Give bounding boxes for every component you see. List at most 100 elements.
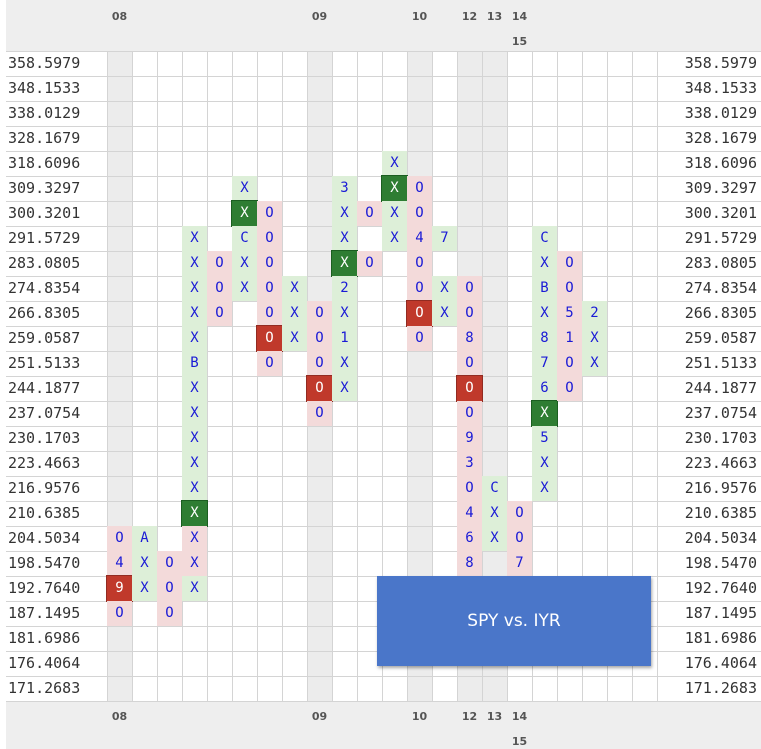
- o-box: O: [457, 301, 482, 326]
- date-label: 12: [461, 710, 478, 723]
- x-box: C: [532, 226, 557, 251]
- x-box: X: [182, 401, 207, 426]
- x-box: X: [182, 301, 207, 326]
- price-label-left: 244.1877: [8, 379, 81, 397]
- x-box: X: [132, 551, 157, 576]
- price-label-left: 358.5979: [8, 54, 81, 72]
- price-label-right: 216.9576: [684, 479, 757, 497]
- grid-line-horizontal: [6, 51, 761, 52]
- price-label-left: 251.5133: [8, 354, 81, 372]
- date-label: 15: [511, 735, 528, 748]
- x-box: X: [282, 301, 307, 326]
- o-box: O: [307, 326, 332, 351]
- price-label-left: 283.0805: [8, 254, 81, 272]
- price-label-left: 237.0754: [8, 404, 81, 422]
- date-label: 14: [511, 710, 528, 723]
- o-box: O: [457, 476, 482, 501]
- o-box: O: [407, 251, 432, 276]
- price-label-left: 216.9576: [8, 479, 81, 497]
- o-box: O: [157, 576, 182, 601]
- o-box: 4: [407, 226, 432, 251]
- x-box: X: [181, 500, 208, 527]
- date-label: 08: [111, 10, 128, 23]
- x-box: 2: [332, 276, 357, 301]
- price-label-right: 171.2683: [684, 679, 757, 697]
- x-box: X: [232, 251, 257, 276]
- price-label-left: 338.0129: [8, 104, 81, 122]
- o-box: O: [507, 526, 532, 551]
- o-box: O: [207, 276, 232, 301]
- o-box: O: [256, 325, 283, 352]
- x-box: X: [331, 250, 358, 277]
- grid-line-horizontal: [6, 451, 761, 452]
- x-box: 2: [582, 301, 607, 326]
- x-box: X: [532, 451, 557, 476]
- o-box: 7: [507, 551, 532, 576]
- x-box: 1: [332, 326, 357, 351]
- x-box: 7: [532, 351, 557, 376]
- o-box: O: [306, 375, 333, 402]
- grid-line-horizontal: [6, 551, 761, 552]
- o-box: 9: [106, 575, 133, 602]
- x-box: X: [182, 376, 207, 401]
- x-box: X: [182, 276, 207, 301]
- price-label-left: 309.3297: [8, 179, 81, 197]
- x-box: X: [182, 426, 207, 451]
- o-box: O: [107, 526, 132, 551]
- o-box: O: [557, 276, 582, 301]
- price-label-right: 348.1533: [684, 79, 757, 97]
- price-label-right: 210.6385: [684, 504, 757, 522]
- grid-line-horizontal: [6, 526, 761, 527]
- x-box: A: [132, 526, 157, 551]
- price-label-left: 291.5729: [8, 229, 81, 247]
- grid-line-horizontal: [6, 351, 761, 352]
- x-box: X: [182, 576, 207, 601]
- o-box: O: [207, 251, 232, 276]
- x-box: 8: [532, 326, 557, 351]
- x-box: X: [132, 576, 157, 601]
- price-label-left: 192.7640: [8, 579, 81, 597]
- price-label-right: 291.5729: [684, 229, 757, 247]
- o-box: O: [407, 176, 432, 201]
- x-box: X: [482, 526, 507, 551]
- x-box: X: [332, 301, 357, 326]
- o-box: O: [307, 301, 332, 326]
- x-box: X: [382, 226, 407, 251]
- x-box: X: [532, 301, 557, 326]
- price-label-left: 171.2683: [8, 679, 81, 697]
- price-label-right: 328.1679: [684, 129, 757, 147]
- x-box: X: [531, 400, 558, 427]
- price-label-right: 181.6986: [684, 629, 757, 647]
- price-label-left: 223.4663: [8, 454, 81, 472]
- x-box: X: [482, 501, 507, 526]
- grid-line-horizontal: [6, 426, 761, 427]
- o-box: O: [257, 351, 282, 376]
- x-box: X: [332, 351, 357, 376]
- x-box: X: [532, 476, 557, 501]
- price-label-right: 192.7640: [684, 579, 757, 597]
- o-box: O: [407, 326, 432, 351]
- grid-line-horizontal: [6, 501, 761, 502]
- grid-line-horizontal: [6, 376, 761, 377]
- o-box: O: [457, 276, 482, 301]
- price-label-right: 187.1495: [684, 604, 757, 622]
- price-label-left: 348.1533: [8, 79, 81, 97]
- grid-line-horizontal: [6, 301, 761, 302]
- grid-line-horizontal: [6, 251, 761, 252]
- o-box: O: [257, 301, 282, 326]
- price-label-right: 358.5979: [684, 54, 757, 72]
- chart-title: SPY vs. IYR: [467, 611, 561, 631]
- grid-line-horizontal: [6, 326, 761, 327]
- price-label-right: 251.5133: [684, 354, 757, 372]
- o-box: O: [457, 401, 482, 426]
- o-box: 1: [557, 326, 582, 351]
- o-box: O: [157, 551, 182, 576]
- price-label-left: 198.5470: [8, 554, 81, 572]
- o-box: O: [357, 251, 382, 276]
- date-label: 13: [486, 10, 503, 23]
- x-box: B: [182, 351, 207, 376]
- o-box: 6: [457, 526, 482, 551]
- price-label-left: 266.8305: [8, 304, 81, 322]
- x-box: X: [381, 175, 408, 202]
